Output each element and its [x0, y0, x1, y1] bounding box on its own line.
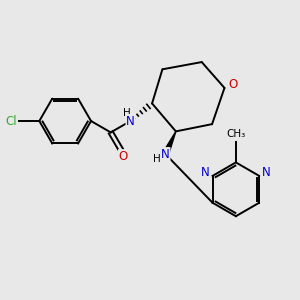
Text: Cl: Cl	[6, 115, 17, 128]
Text: N: N	[161, 148, 170, 160]
Text: CH₃: CH₃	[226, 130, 245, 140]
Text: N: N	[201, 166, 210, 179]
Text: O: O	[118, 150, 128, 163]
Text: O: O	[228, 78, 237, 91]
Text: N: N	[126, 115, 135, 128]
Polygon shape	[163, 131, 176, 155]
Text: H: H	[153, 154, 161, 164]
Text: N: N	[262, 166, 271, 179]
Text: H: H	[124, 108, 131, 118]
